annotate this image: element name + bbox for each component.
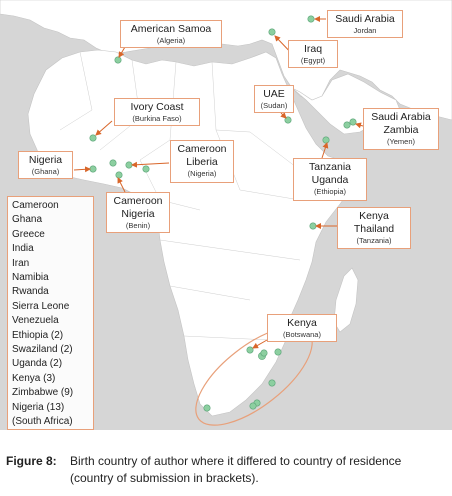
marker-sa-7 <box>203 404 211 412</box>
list-item: Uganda (2) <box>12 358 63 370</box>
list-item: Zimbabwe (9) <box>12 387 74 399</box>
callout-main: Saudi Arabia <box>335 13 395 25</box>
callout-sub: (Yemen) <box>386 137 416 146</box>
callout-main: Thailand <box>353 223 395 235</box>
callout-sub: (Sudan) <box>260 101 288 110</box>
callout-main: Saudi Arabia <box>371 111 431 123</box>
callout-cameroon-nigeria: Cameroon Nigeria (Benin) <box>106 192 170 233</box>
callout-cameroon-liberia: Cameroon Liberia (Nigeria) <box>170 140 234 183</box>
list-item: Nigeria (13) <box>12 401 65 413</box>
callout-tanzania-uganda: Tanzania Uganda (Ethiopia) <box>293 158 367 201</box>
callout-main: Kenya <box>359 210 389 222</box>
list-item: Kenya (3) <box>12 372 56 384</box>
list-item: India <box>12 243 34 255</box>
markers <box>89 15 357 412</box>
south-africa-list: Cameroon Ghana Greece India Iran Namibia… <box>7 196 94 430</box>
callout-uae: UAE (Sudan) <box>254 85 294 113</box>
marker-algeria <box>114 56 122 64</box>
marker-sa-4 <box>268 379 276 387</box>
callout-kenya-botswana: Kenya (Botswana) <box>267 314 337 342</box>
list-item: Ghana <box>12 214 43 226</box>
callout-main: Nigeria <box>121 208 155 220</box>
list-item: Swaziland (2) <box>12 344 73 356</box>
marker-burkina-faso <box>89 134 97 142</box>
callout-sub: (Nigeria) <box>187 169 217 178</box>
callout-saudi-arabia-jordan: Saudi Arabia Jordan <box>327 10 403 38</box>
marker-jordan <box>307 15 315 23</box>
list-item: Sierra Leone <box>12 300 70 312</box>
callout-sub: (Benin) <box>125 221 151 230</box>
callout-sub: (Ghana) <box>31 167 60 176</box>
list-item: Iran <box>12 257 30 269</box>
marker-sa-2 <box>260 349 268 357</box>
marker-ethiopia <box>322 136 330 144</box>
callout-main: UAE <box>263 88 285 100</box>
callout-sub: (Ethiopia) <box>313 187 347 196</box>
marker-yemen-1 <box>343 121 351 129</box>
list-item: Venezuela <box>12 315 59 327</box>
callout-main: Zambia <box>383 124 419 136</box>
callout-sub: (Botswana) <box>283 330 321 339</box>
callout-nigeria-ghana: Nigeria (Ghana) <box>18 151 73 179</box>
callout-main: Ivory Coast <box>130 101 184 113</box>
list-item: Greece <box>12 228 45 240</box>
caption-label: Figure 8: <box>6 454 57 468</box>
callout-main: Iraq <box>303 43 323 55</box>
marker-tanzania <box>309 222 317 230</box>
marker-ghana <box>89 165 97 173</box>
callout-main: Cameroon <box>177 143 227 155</box>
callout-main: Cameroon <box>113 195 163 207</box>
callout-main: Tanzania <box>308 161 352 173</box>
callout-main: Liberia <box>186 156 218 168</box>
callout-main: Kenya <box>287 317 317 329</box>
list-item: Rwanda <box>12 286 49 298</box>
callout-iraq: Iraq (Egypt) <box>288 40 338 68</box>
marker-benin-2 <box>115 171 123 179</box>
marker-sa-6 <box>249 402 257 410</box>
callout-sub: (Burkina Faso) <box>132 114 182 123</box>
callout-american-samoa: American Samoa (Algeria) <box>120 20 222 48</box>
marker-sa-3 <box>274 348 282 356</box>
callout-sub: (Egypt) <box>300 56 326 65</box>
callout-sub: Jordan <box>353 26 377 35</box>
list-item: Namibia <box>12 272 49 284</box>
marker-egypt <box>268 28 276 36</box>
marker-yemen-2 <box>349 118 357 126</box>
callout-sub: (Tanzania) <box>356 236 392 245</box>
callout-sub: (Algeria) <box>156 36 186 45</box>
callout-main: Nigeria <box>28 154 63 166</box>
callout-saudi-arabia-zambia: Saudi Arabia Zambia (Yemen) <box>363 108 439 150</box>
callout-main: Uganda <box>311 174 349 186</box>
list-item: (South Africa) <box>12 416 73 428</box>
land-madagascar <box>333 267 359 333</box>
callout-ivory-coast: Ivory Coast (Burkina Faso) <box>114 98 200 126</box>
list-item: Cameroon <box>12 200 59 211</box>
caption-text: Birth country of author where it differe… <box>70 454 402 485</box>
callout-kenya-thailand: Kenya Thailand (Tanzania) <box>337 207 411 249</box>
marker-botswana <box>246 346 254 354</box>
marker-cameroon <box>142 165 150 173</box>
marker-nigeria <box>125 161 133 169</box>
marker-benin-1 <box>109 159 117 167</box>
list-item: Ethiopia (2) <box>12 329 64 341</box>
callout-main: American Samoa <box>130 23 212 35</box>
